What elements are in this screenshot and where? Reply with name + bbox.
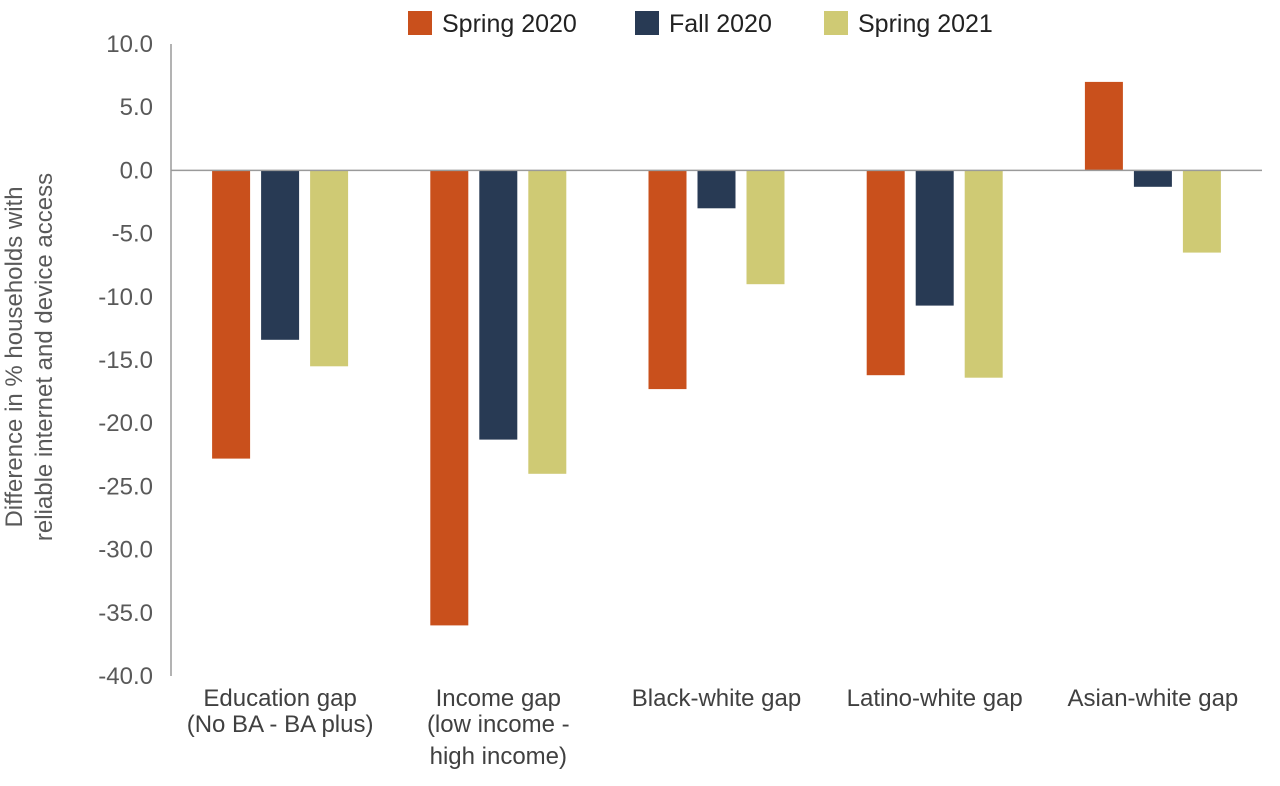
y-axis-title-line: Difference in % households with xyxy=(1,186,28,527)
y-tick-label: -25.0 xyxy=(98,473,153,500)
y-axis-title-line: reliable internet and device access xyxy=(31,173,58,541)
legend: Spring 2020 Fall 2020 Spring 2021 xyxy=(408,10,993,38)
y-tick-label: -5.0 xyxy=(112,221,153,248)
bar xyxy=(648,170,687,390)
y-tick-label: -10.0 xyxy=(98,284,153,311)
axes xyxy=(170,44,1262,676)
bar xyxy=(310,170,349,367)
bar xyxy=(746,170,785,285)
legend-label: Spring 2021 xyxy=(858,10,993,38)
category-label: (No BA - BA plus) xyxy=(187,711,374,738)
legend-swatch xyxy=(408,11,432,35)
bar xyxy=(866,170,905,376)
legend-swatch xyxy=(635,11,659,35)
category-label: (low income - xyxy=(427,711,570,738)
bar xyxy=(1084,81,1123,171)
bar xyxy=(697,170,736,209)
y-axis-title: Difference in % households with reliable … xyxy=(1,173,58,541)
category-label: Latino-white gap xyxy=(847,685,1023,712)
bar xyxy=(528,170,567,474)
bars xyxy=(212,81,1221,626)
y-tick-label: 0.0 xyxy=(120,157,153,184)
category-label: Black-white gap xyxy=(632,685,801,712)
legend-label: Spring 2020 xyxy=(442,10,577,38)
bar xyxy=(430,170,469,626)
bar xyxy=(261,170,300,340)
y-tick-label: -20.0 xyxy=(98,410,153,437)
category-label: Education gap xyxy=(203,685,356,712)
category-label: high income) xyxy=(430,743,567,770)
bar xyxy=(915,170,954,306)
legend-swatch xyxy=(824,11,848,35)
bar xyxy=(212,170,251,459)
y-tick-label: -30.0 xyxy=(98,537,153,564)
y-tick-label: -35.0 xyxy=(98,600,153,627)
bar xyxy=(1133,170,1172,187)
bar xyxy=(479,170,518,440)
category-label: Asian-white gap xyxy=(1068,685,1239,712)
y-tick-label: -15.0 xyxy=(98,347,153,374)
bar xyxy=(1182,170,1221,253)
y-axis-ticks: 10.0 5.0 0.0 -5.0 -10.0 -15.0 -20.0 -25.0 -30.0 -… xyxy=(98,31,153,690)
y-tick-label: 5.0 xyxy=(120,94,153,121)
y-tick-label: 10.0 xyxy=(106,31,153,58)
y-tick-label: -40.0 xyxy=(98,663,153,690)
category-labels: Education gap(No BA - BA plus) Income gap… xyxy=(187,685,1239,770)
category-label: Income gap xyxy=(436,685,561,712)
bar xyxy=(964,170,1003,378)
legend-label: Fall 2020 xyxy=(669,10,772,38)
